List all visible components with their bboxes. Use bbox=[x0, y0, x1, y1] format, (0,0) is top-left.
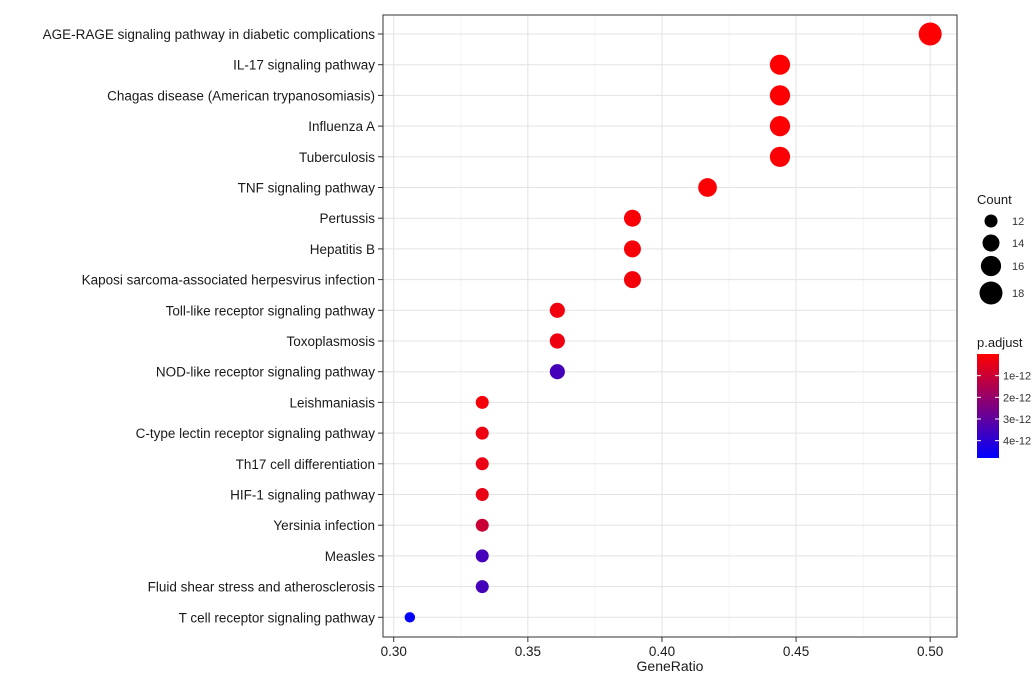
size-legend-key bbox=[979, 281, 1003, 305]
data-point bbox=[623, 209, 641, 227]
size-legend-key bbox=[980, 255, 1002, 277]
colorbar-tick-label: 3e-12 bbox=[1003, 414, 1031, 426]
category-label: Influenza A bbox=[308, 119, 375, 134]
category-label: Toxoplasmosis bbox=[286, 334, 375, 349]
size-legend-title: Count bbox=[977, 192, 1012, 207]
category-label: Hepatitis B bbox=[310, 242, 375, 257]
x-tick-label: 0.50 bbox=[917, 644, 943, 659]
size-legend-label: 14 bbox=[1012, 238, 1024, 250]
colorbar-tick-label: 4e-12 bbox=[1003, 436, 1031, 448]
colorbar-tick-label: 1e-12 bbox=[1003, 371, 1031, 383]
category-label: NOD-like receptor signaling pathway bbox=[156, 365, 375, 380]
data-point bbox=[549, 333, 565, 349]
data-point bbox=[549, 302, 565, 318]
data-point bbox=[769, 54, 791, 75]
category-label: Th17 cell differentiation bbox=[236, 457, 375, 472]
data-point bbox=[475, 518, 489, 532]
data-point bbox=[918, 22, 942, 46]
data-point bbox=[769, 146, 791, 167]
category-label: Pertussis bbox=[319, 211, 375, 226]
category-axis: AGE-RAGE signaling pathway in diabetic c… bbox=[43, 27, 383, 625]
category-label: Measles bbox=[325, 549, 376, 564]
category-label: C-type lectin receptor signaling pathway bbox=[136, 426, 376, 441]
data-point bbox=[475, 549, 489, 563]
size-legend-label: 12 bbox=[1012, 216, 1024, 228]
category-label: TNF signaling pathway bbox=[238, 181, 376, 196]
colorbar-tick-label: 2e-12 bbox=[1003, 392, 1031, 404]
x-tick-label: 0.40 bbox=[649, 644, 675, 659]
data-point bbox=[475, 488, 489, 501]
x-tick-label: 0.45 bbox=[783, 644, 809, 659]
size-legend-label: 18 bbox=[1012, 288, 1024, 300]
data-point bbox=[404, 612, 416, 623]
x-axis-title: GeneRatio bbox=[637, 658, 704, 673]
x-tick-label: 0.35 bbox=[515, 644, 541, 659]
data-point bbox=[769, 85, 791, 106]
category-label: IL-17 signaling pathway bbox=[233, 58, 375, 73]
x-axis: 0.30 0.35 0.40 0.45 0.50 bbox=[381, 637, 943, 659]
category-label: T cell receptor signaling pathway bbox=[179, 610, 376, 625]
data-point bbox=[623, 240, 641, 258]
category-label: AGE-RAGE signaling pathway in diabetic c… bbox=[43, 27, 376, 42]
size-legend-key bbox=[984, 214, 998, 228]
data-point bbox=[475, 426, 489, 440]
data-point bbox=[475, 457, 489, 471]
data-point bbox=[698, 178, 717, 197]
category-label: Chagas disease (American trypanosomiasis… bbox=[107, 88, 375, 103]
x-tick-label: 0.30 bbox=[381, 644, 407, 659]
category-label: Kaposi sarcoma-associated herpesvirus in… bbox=[82, 273, 375, 288]
panel-background bbox=[383, 15, 957, 637]
plot-area bbox=[382, 14, 958, 638]
data-point bbox=[623, 271, 641, 289]
category-label: Yersinia infection bbox=[273, 518, 375, 533]
data-point bbox=[549, 364, 565, 380]
category-label: Toll-like receptor signaling pathway bbox=[166, 303, 376, 318]
data-point bbox=[769, 115, 791, 137]
size-legend-key bbox=[982, 234, 1000, 252]
data-point bbox=[475, 580, 489, 594]
panel-border bbox=[382, 14, 958, 638]
category-label: Leishmaniasis bbox=[289, 395, 375, 410]
data-point bbox=[475, 395, 489, 409]
category-label: Tuberculosis bbox=[299, 150, 375, 165]
color-legend-title: p.adjust bbox=[977, 335, 1023, 350]
colorbar bbox=[977, 354, 999, 458]
size-legend-label: 16 bbox=[1012, 261, 1024, 273]
category-label: HIF-1 signaling pathway bbox=[230, 488, 375, 503]
category-label: Fluid shear stress and atherosclerosis bbox=[148, 580, 376, 595]
